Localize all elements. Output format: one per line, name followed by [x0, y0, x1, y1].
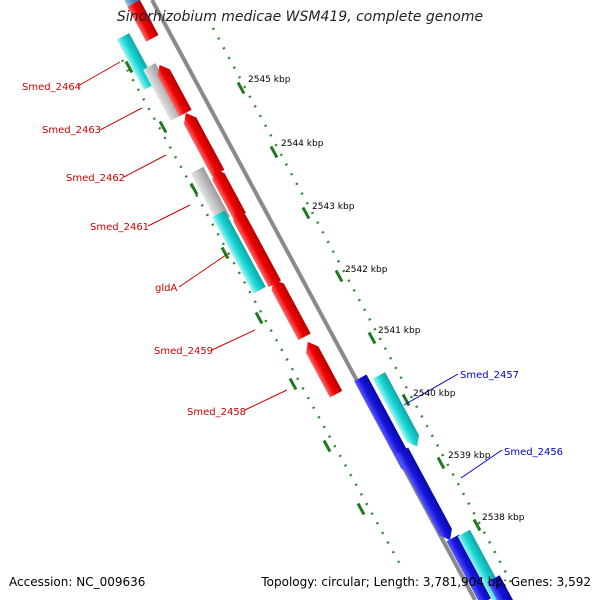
gene-feature-6[interactable]: [180, 110, 225, 177]
gene-leader-line-3: [123, 154, 167, 178]
gene-leader-line-8: [403, 373, 459, 406]
gene-feature-18[interactable]: [487, 575, 515, 600]
gene-leader-line-1: [77, 61, 121, 87]
gene-features-group: [116, 0, 515, 600]
gene-feature-4[interactable]: [143, 63, 183, 121]
scale-label-2545: 2545 kbp: [248, 75, 291, 85]
gene-feature-15[interactable]: [395, 447, 456, 544]
topology-summary: Topology: circular; Length: 3,781,904 bp…: [261, 575, 591, 589]
scale-tick-12: [220, 246, 230, 260]
gene-feature-8[interactable]: [208, 165, 246, 220]
scale-tick-11: [189, 182, 199, 196]
scale-tick-8: [472, 518, 482, 532]
scale-track-inner: [120, 59, 404, 569]
gene-leader-line-6: [211, 329, 256, 351]
scale-tick-9: [124, 60, 134, 74]
scale-tick-15: [322, 439, 332, 453]
gene-label-glda[interactable]: gldA: [155, 283, 177, 294]
scale-tick-7: [436, 456, 446, 470]
gene-leader-lines-group: [77, 61, 503, 479]
scale-tick-13: [254, 311, 264, 325]
scale-tick-3: [301, 206, 311, 220]
gene-label-smed-2459[interactable]: Smed_2459: [154, 346, 213, 357]
scale-tick-2: [269, 145, 279, 159]
gene-feature-14[interactable]: [372, 372, 424, 450]
gene-feature-12[interactable]: [302, 339, 343, 398]
gene-feature-11[interactable]: [267, 276, 311, 341]
gene-feature-16[interactable]: [446, 534, 493, 600]
gene-feature-13[interactable]: [354, 374, 418, 477]
gene-feature-10[interactable]: [229, 207, 282, 288]
gene-feature-5[interactable]: [153, 62, 192, 117]
scale-label-2541: 2541 kbp: [378, 326, 421, 336]
gene-feature-7[interactable]: [190, 166, 231, 224]
gene-label-smed-2457[interactable]: Smed_2457: [460, 370, 519, 381]
gene-label-smed-2464[interactable]: Smed_2464: [22, 82, 81, 93]
gene-leader-line-4: [147, 204, 191, 227]
scale-tick-14: [288, 377, 298, 391]
gene-label-smed-2462[interactable]: Smed_2462: [66, 173, 125, 184]
gene-leader-line-2: [99, 107, 143, 131]
scale-tick-10: [158, 120, 168, 134]
scale-label-2543: 2543 kbp: [312, 202, 355, 212]
scale-tick-6: [401, 393, 411, 407]
scale-label-2544: 2544 kbp: [281, 139, 324, 149]
gene-label-smed-2456[interactable]: Smed_2456: [504, 447, 563, 458]
gene-feature-9[interactable]: [212, 210, 266, 294]
gene-leader-line-7: [244, 389, 288, 411]
scale-ticks-group: [124, 60, 482, 532]
scale-tick-16: [356, 502, 366, 516]
gene-label-smed-2458[interactable]: Smed_2458: [187, 407, 246, 418]
gene-leader-line-9: [460, 449, 503, 479]
scale-track-outer: [211, 27, 514, 585]
scale-tick-4: [334, 269, 344, 283]
scale-label-2540: 2540 kbp: [413, 389, 456, 399]
scale-tick-1: [236, 81, 246, 95]
scale-label-2539: 2539 kbp: [448, 451, 491, 461]
scale-label-2542: 2542 kbp: [345, 265, 388, 275]
scale-label-2538: 2538 kbp: [482, 513, 525, 523]
gene-leader-line-5: [178, 254, 227, 288]
genome-title: Sinorhizobium medicae WSM419, complete g…: [116, 9, 484, 25]
accession-text: Accession: NC_009636: [9, 575, 146, 589]
gene-label-smed-2463[interactable]: Smed_2463: [42, 125, 101, 136]
scale-tick-5: [367, 331, 377, 345]
gene-feature-2[interactable]: [127, 0, 159, 42]
gene-label-smed-2461[interactable]: Smed_2461: [90, 222, 149, 233]
